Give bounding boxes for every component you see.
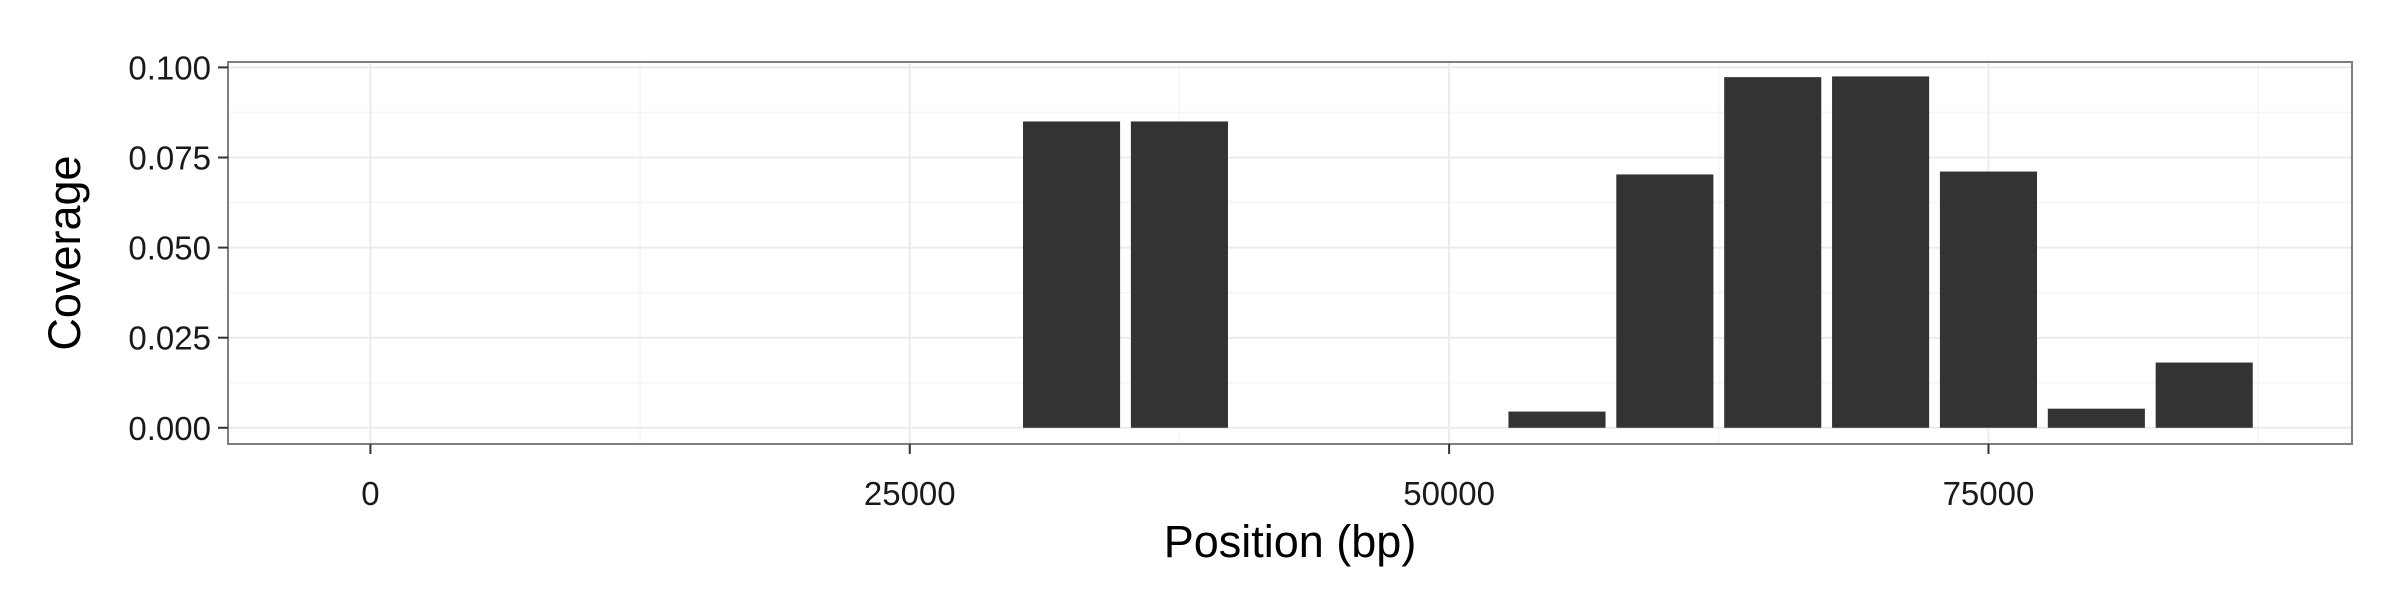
bar-layer (1023, 76, 2253, 428)
bar (2155, 362, 2253, 428)
y-tick-label: 0.025 (128, 320, 211, 357)
x-axis-title: Position (bp) (1164, 516, 1417, 567)
label-layer: 0 25000 50000 75000 0.000 0.025 0.050 0.075 0.10… (128, 49, 2034, 512)
x-tick-label: 50000 (1403, 475, 1495, 512)
bar (1724, 77, 1822, 428)
x-tick-label: 25000 (864, 475, 956, 512)
panel-border (227, 61, 2353, 445)
bar (1130, 121, 1228, 428)
bar (1616, 174, 1714, 428)
y-tick-label: 0.000 (128, 410, 211, 447)
bar (1508, 411, 1606, 428)
y-tick-label: 0.100 (128, 49, 211, 86)
y-tick-label: 0.050 (128, 230, 211, 267)
bar (1939, 171, 2038, 428)
x-tick-label: 75000 (1943, 475, 2035, 512)
x-tick-label: 0 (361, 475, 379, 512)
tick-layer (218, 66, 1990, 454)
y-tick-label: 0.075 (128, 140, 211, 177)
bar (1023, 121, 1121, 428)
bar (1832, 76, 1930, 428)
y-axis-title: Coverage (39, 155, 90, 350)
bar (2047, 408, 2145, 428)
